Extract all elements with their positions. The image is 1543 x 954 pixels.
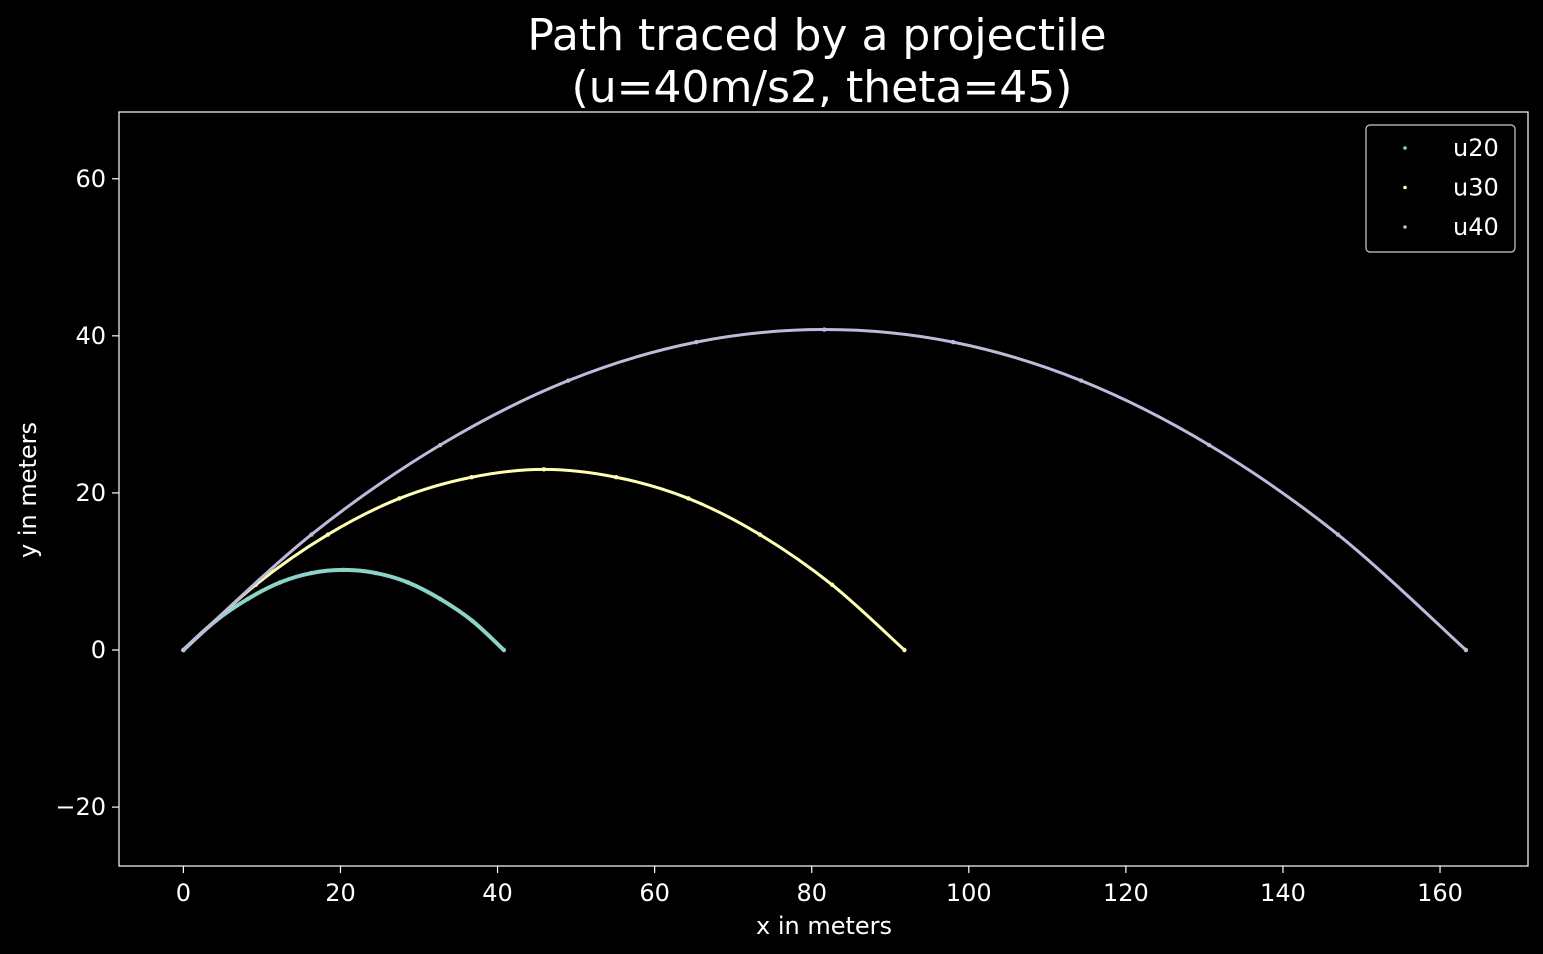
data-point-u30-4 xyxy=(469,475,474,480)
x-tick-label: 160 xyxy=(1417,879,1463,907)
data-point-u30-8 xyxy=(757,532,763,537)
chart-title-line-1: Path traced by a projectile xyxy=(527,10,1106,61)
data-point-u40-5 xyxy=(822,327,827,332)
series-u20 xyxy=(181,567,507,653)
data-point-u40-2 xyxy=(438,442,443,448)
data-point-u40-8 xyxy=(1206,442,1212,448)
data-point-u20-5 xyxy=(341,567,346,573)
data-point-u20-7 xyxy=(405,580,411,585)
legend-label-u30: u30 xyxy=(1453,174,1499,202)
y-tick-label: 60 xyxy=(75,165,106,193)
data-point-u40-3 xyxy=(566,378,571,383)
x-tick-label: 0 xyxy=(176,879,191,907)
data-point-u40-10 xyxy=(1463,647,1469,653)
legend: u20 u30 u40 xyxy=(1365,124,1516,253)
y-axis: −20 0 20 40 60 xyxy=(55,165,119,821)
x-tick-label: 40 xyxy=(482,879,513,907)
legend-box xyxy=(1365,124,1516,253)
data-point-u20-2 xyxy=(245,596,250,602)
data-point-u40-4 xyxy=(694,339,699,345)
y-tick-label: 20 xyxy=(75,479,106,507)
data-point-u30-5 xyxy=(541,467,547,472)
data-point-u30-10 xyxy=(902,647,907,653)
x-axis-label: x in meters xyxy=(756,912,892,940)
plot-frame xyxy=(118,111,1529,867)
legend-label-u20: u20 xyxy=(1453,134,1499,162)
data-point-u20-10 xyxy=(501,647,507,653)
data-point-u30-7 xyxy=(686,496,691,501)
y-tick-label: −20 xyxy=(55,793,106,821)
series-u40 xyxy=(181,327,1469,653)
data-point-u20-3 xyxy=(277,580,283,585)
series-layer xyxy=(181,327,1469,653)
legend-marker-u20 xyxy=(1403,146,1407,150)
x-axis: 0 20 40 60 80 100 120 140 160 xyxy=(176,866,1463,907)
data-point-u40-6 xyxy=(950,339,956,345)
data-point-u30-3 xyxy=(397,496,402,501)
chart-title-line-2: (u=40m/s2, theta=45) xyxy=(572,62,1073,113)
legend-marker-u40 xyxy=(1403,225,1407,229)
data-point-u20-9 xyxy=(470,618,475,624)
data-point-u20-8 xyxy=(438,596,443,602)
data-point-u30-2 xyxy=(325,532,331,537)
y-tick-label: 0 xyxy=(91,636,106,664)
data-point-u40-0 xyxy=(181,647,186,653)
x-tick-label: 140 xyxy=(1260,879,1306,907)
x-tick-label: 20 xyxy=(325,879,356,907)
data-point-u20-6 xyxy=(373,570,379,576)
legend-label-u40: u40 xyxy=(1453,213,1499,241)
data-point-u30-6 xyxy=(613,475,619,480)
legend-marker-u30 xyxy=(1403,185,1407,190)
data-point-u20-4 xyxy=(309,570,314,576)
y-axis-label: y in meters xyxy=(14,422,42,558)
data-point-u40-9 xyxy=(1335,532,1341,537)
y-tick-label: 40 xyxy=(75,322,106,350)
data-point-u30-9 xyxy=(829,582,835,588)
x-tick-label: 60 xyxy=(639,879,670,907)
data-point-u40-7 xyxy=(1078,378,1084,383)
x-tick-label: 120 xyxy=(1103,879,1149,907)
data-point-u40-1 xyxy=(309,532,314,537)
x-tick-label: 80 xyxy=(796,879,827,907)
x-tick-label: 100 xyxy=(946,879,992,907)
